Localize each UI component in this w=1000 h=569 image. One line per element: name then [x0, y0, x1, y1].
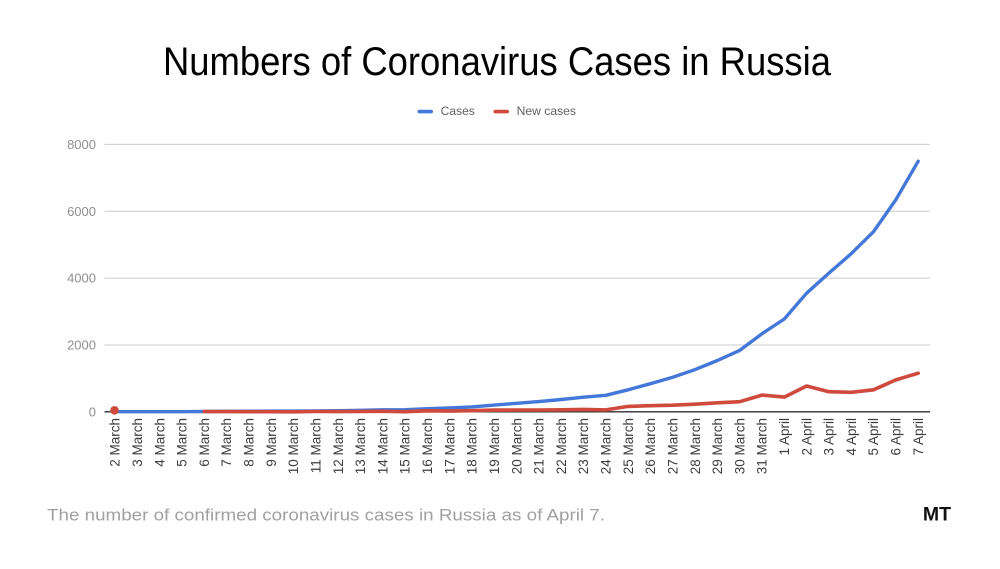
svg-text:0: 0	[89, 404, 96, 419]
svg-text:17 March: 17 March	[442, 418, 457, 474]
svg-text:2000: 2000	[67, 338, 96, 353]
svg-text:30 March: 30 March	[732, 418, 747, 474]
svg-text:20 March: 20 March	[509, 418, 524, 474]
svg-text:15 March: 15 March	[398, 418, 413, 474]
svg-text:12 March: 12 March	[331, 418, 346, 474]
svg-text:5 April: 5 April	[866, 418, 881, 456]
svg-text:31 March: 31 March	[755, 418, 770, 474]
svg-text:2 March: 2 March	[108, 418, 123, 467]
svg-text:13 March: 13 March	[353, 418, 368, 474]
svg-text:25 March: 25 March	[621, 418, 636, 474]
svg-text:29 March: 29 March	[710, 418, 725, 474]
svg-text:The number of confirmed corona: The number of confirmed coronavirus case…	[47, 506, 605, 525]
svg-text:Cases: Cases	[441, 104, 475, 118]
svg-text:10 March: 10 March	[286, 418, 301, 474]
svg-text:5 March: 5 March	[175, 418, 190, 467]
svg-text:24 March: 24 March	[599, 418, 614, 474]
svg-text:7 March: 7 March	[219, 418, 234, 467]
svg-text:14 March: 14 March	[375, 418, 390, 474]
svg-text:11 March: 11 March	[309, 418, 324, 473]
svg-text:4 April: 4 April	[844, 418, 859, 456]
svg-text:23 March: 23 March	[576, 418, 591, 474]
svg-text:7 April: 7 April	[911, 418, 926, 456]
svg-text:3 March: 3 March	[130, 418, 145, 467]
svg-text:26 March: 26 March	[643, 418, 658, 474]
svg-text:4 March: 4 March	[152, 418, 167, 467]
svg-text:4000: 4000	[67, 271, 96, 286]
svg-text:3 April: 3 April	[822, 418, 837, 456]
svg-text:6000: 6000	[67, 204, 96, 219]
svg-text:28 March: 28 March	[688, 418, 703, 474]
svg-text:8000: 8000	[67, 137, 96, 152]
svg-text:22 March: 22 March	[554, 418, 569, 474]
svg-text:19 March: 19 March	[487, 418, 502, 474]
svg-text:2 April: 2 April	[799, 418, 814, 456]
svg-text:1 April: 1 April	[777, 418, 792, 456]
svg-text:18 March: 18 March	[465, 418, 480, 474]
svg-text:6 April: 6 April	[889, 418, 904, 456]
svg-text:MT: MT	[923, 504, 951, 526]
svg-text:9 March: 9 March	[264, 418, 279, 467]
svg-text:6 March: 6 March	[197, 418, 212, 467]
svg-text:21 March: 21 March	[532, 418, 547, 474]
svg-text:8 March: 8 March	[242, 418, 257, 467]
svg-text:16 March: 16 March	[420, 418, 435, 474]
svg-text:New cases: New cases	[517, 104, 576, 118]
svg-text:Numbers of Coronavirus Cases i: Numbers of Coronavirus Cases in Russia	[163, 40, 832, 84]
svg-text:27 March: 27 March	[666, 418, 681, 474]
